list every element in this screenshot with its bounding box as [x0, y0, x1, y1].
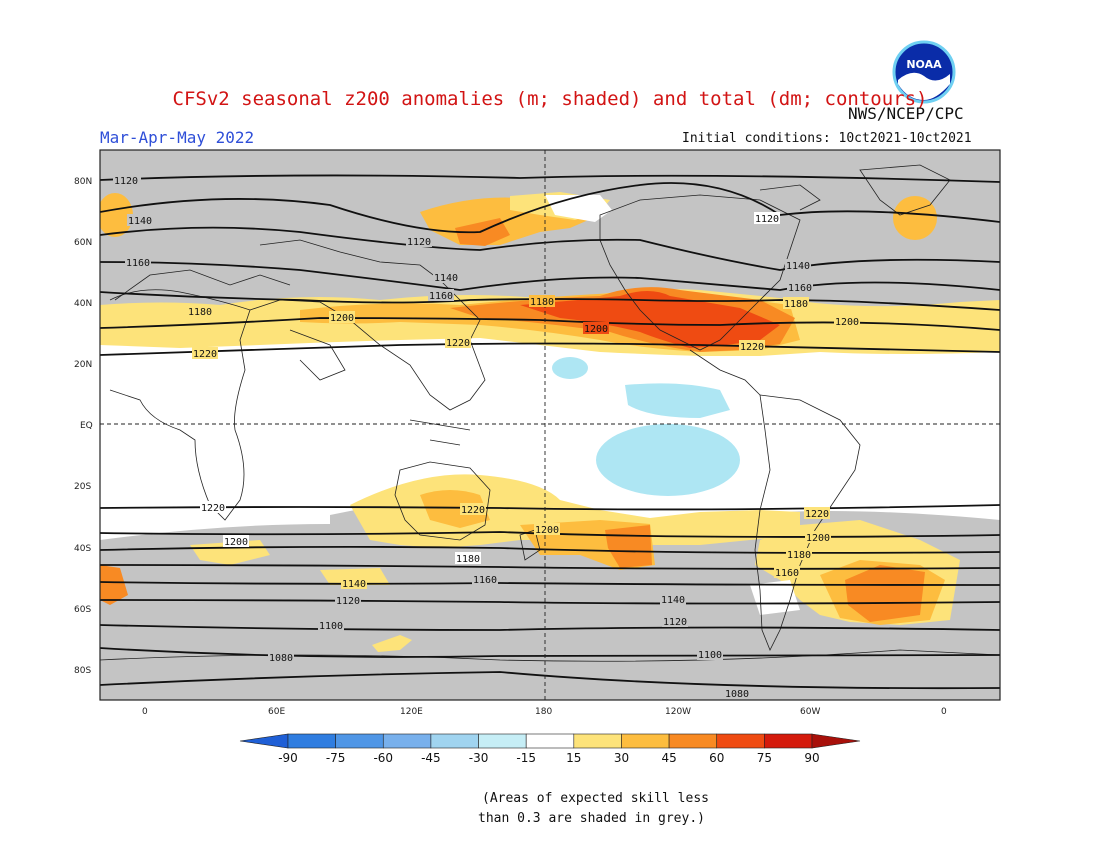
- contour-label-1220-b: 1220: [446, 338, 470, 349]
- contour-label-1220-c: 1220: [740, 342, 764, 353]
- lon-tick-60w: 60W: [800, 707, 820, 717]
- contour-label-1100-f: 1100: [698, 650, 722, 661]
- lon-tick-0-right: 0: [941, 707, 947, 717]
- contour-label-1160-e: 1160: [473, 575, 497, 586]
- colorbar-label: 30: [614, 751, 629, 765]
- contour-label-1120-f: 1120: [663, 617, 687, 628]
- season-label: Mar-Apr-May 2022: [100, 128, 255, 147]
- lat-tick-60s: 60S: [74, 605, 91, 615]
- lat-tick-60n: 60N: [74, 238, 92, 248]
- contour-label-1200-c: 1200: [835, 317, 859, 328]
- negative-anomaly-shading: [552, 357, 740, 496]
- lat-tick-40n: 40N: [74, 299, 92, 309]
- agency-label: NWS/NCEP/CPC: [848, 104, 964, 123]
- contour-label-1080-e: 1080: [269, 653, 293, 664]
- contour-label-1180-g: 1180: [787, 550, 811, 561]
- height-contours: [100, 174, 1000, 690]
- contour-label-1200-e: 1200: [535, 525, 559, 536]
- lat-tick-20s: 20S: [74, 482, 91, 492]
- map-title: CFSv2 seasonal z200 anomalies (m; shaded…: [172, 88, 928, 110]
- colorbar-label: 90: [804, 751, 819, 765]
- contour-label-1160-b: 1160: [429, 291, 453, 302]
- colorbar-segment: [430, 733, 479, 749]
- contour-label-1140-e: 1140: [342, 579, 366, 590]
- colorbar-segment: [525, 733, 575, 749]
- contour-label-1180-e: 1180: [456, 554, 480, 565]
- contour-label-1160-c: 1160: [788, 283, 812, 294]
- skill-note-line-2: than 0.3 are shaded in grey.): [478, 811, 705, 826]
- colorbar-label: 75: [757, 751, 772, 765]
- contour-label-1120-c: 1120: [755, 214, 779, 225]
- colorbar-label: -90: [278, 751, 298, 765]
- contour-label-1220: 1220: [193, 349, 217, 360]
- colorbar-label: -15: [516, 751, 536, 765]
- contour-label-1140-b: 1140: [434, 273, 458, 284]
- skill-note-line-1: (Areas of expected skill less: [482, 791, 709, 806]
- colorbar-segment: [621, 733, 670, 749]
- colorbar-label: -30: [469, 751, 489, 765]
- contour-labels: 1120 1140 1160 1180 1220 1200 1120 1140 …: [113, 174, 860, 700]
- colorbar-arrow-high: [811, 733, 861, 749]
- lat-tick-80n: 80N: [74, 177, 92, 187]
- lat-tick-40s: 40S: [74, 544, 91, 554]
- lon-tick-120w: 120W: [665, 707, 691, 717]
- contour-label-1120-b: 1120: [407, 237, 431, 248]
- contour-label-1140-f: 1140: [661, 595, 685, 606]
- contour-label-1220-g: 1220: [805, 509, 829, 520]
- lon-tick-0: 0: [142, 707, 148, 717]
- contour-label-1220-e: 1220: [461, 505, 485, 516]
- colorbar: -90 -75 -60 -45 -30 -15 15 30 45 60 75 90: [239, 733, 861, 765]
- lon-tick-60e: 60E: [268, 707, 285, 717]
- colorbar-arrow-low: [239, 733, 289, 749]
- contour-label-1140-c: 1140: [786, 261, 810, 272]
- colorbar-segment: [716, 733, 765, 749]
- lat-tick-80s: 80S: [74, 666, 91, 676]
- colorbar-segment: [573, 733, 622, 749]
- contour-label-1160: 1160: [126, 258, 150, 269]
- lat-tick-eq: EQ: [80, 421, 93, 431]
- colorbar-segment: [668, 733, 718, 749]
- contour-label-1180-c: 1180: [784, 299, 808, 310]
- initial-conditions-label: Initial conditions: 10ct2021-10ct2021: [682, 131, 972, 146]
- colorbar-segment: [335, 733, 384, 749]
- contour-label-1120-e: 1120: [336, 596, 360, 607]
- colorbar-label: 45: [661, 751, 676, 765]
- colorbar-segment: [287, 733, 336, 749]
- lon-tick-180: 180: [535, 707, 552, 717]
- colorbar-label: -75: [326, 751, 346, 765]
- contour-label-1200: 1200: [330, 313, 354, 324]
- contour-label-1180-b: 1180: [530, 297, 554, 308]
- contour-label-1160-g: 1160: [775, 568, 799, 579]
- contour-label-1180: 1180: [188, 307, 212, 318]
- lat-tick-20n: 20N: [74, 360, 92, 370]
- contour-label-1140: 1140: [128, 216, 152, 227]
- colorbar-label: 15: [566, 751, 581, 765]
- colorbar-label: -45: [421, 751, 441, 765]
- colorbar-segment: [478, 733, 527, 749]
- longitude-axis: 0 60E 120E 180 120W 60W 0: [142, 707, 947, 717]
- colorbar-label: 60: [709, 751, 724, 765]
- latitude-axis: 80N 60N 40N 20N EQ 20S 40S 60S 80S: [74, 177, 93, 676]
- contour-label-1200-d: 1200: [224, 537, 248, 548]
- contour-label-1220-d: 1220: [201, 503, 225, 514]
- colorbar-segment: [382, 733, 432, 749]
- colorbar-segment: [764, 733, 813, 749]
- noaa-logo-text: NOAA: [906, 58, 942, 71]
- contour-label-1200-g: 1200: [806, 533, 830, 544]
- lon-tick-120e: 120E: [400, 707, 423, 717]
- colorbar-label: -60: [373, 751, 393, 765]
- positive-anomaly-shading: [100, 192, 1000, 652]
- contour-label-1200-b: 1200: [584, 324, 608, 335]
- noaa-logo: NOAA: [892, 40, 956, 109]
- plot-frame: [99, 149, 1001, 701]
- contour-label-1120: 1120: [114, 176, 138, 187]
- contour-label-1100-e: 1100: [319, 621, 343, 632]
- contour-label-1080-f: 1080: [725, 689, 749, 700]
